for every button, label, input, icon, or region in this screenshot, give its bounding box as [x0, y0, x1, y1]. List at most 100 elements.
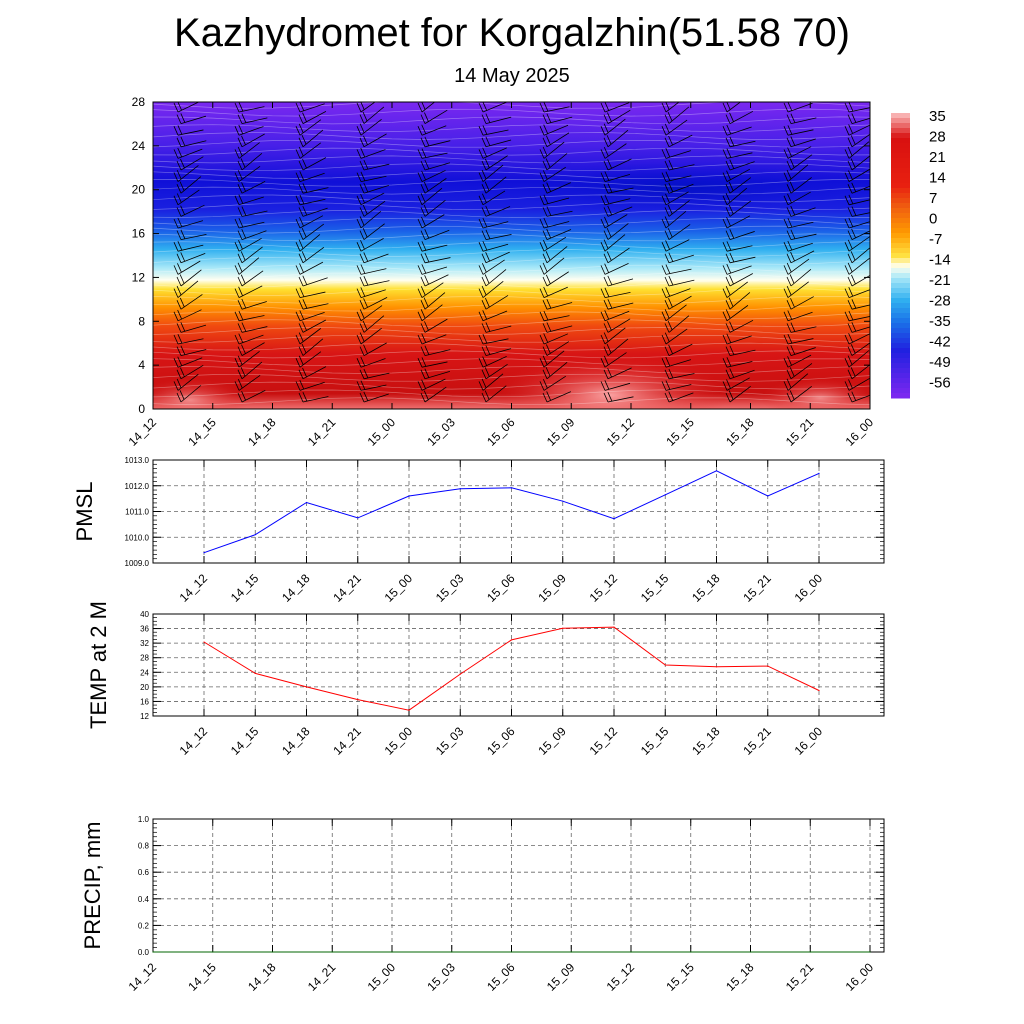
wind-barb: [847, 113, 870, 124]
wind-barb: [359, 133, 387, 148]
temp-x-tick-label: 14_15: [228, 724, 262, 758]
wind-barb: [356, 147, 386, 159]
wind-barb: [356, 238, 384, 252]
pmsl-data-point: [408, 495, 410, 497]
pmsl-data-point: [254, 534, 256, 536]
wind-barb: [600, 352, 627, 368]
wind-barb: [847, 322, 870, 333]
precip-y-tick-label: 0.0: [138, 948, 150, 957]
wind-barb: [664, 252, 694, 264]
wind-barb: [661, 264, 692, 275]
wind-barb: [664, 275, 695, 287]
wind-barb: [661, 191, 689, 206]
wind-barb: [234, 310, 265, 322]
temp-y-tick-label: 20: [140, 683, 149, 692]
wind-barb: [295, 171, 325, 182]
wind-barb: [661, 210, 687, 229]
wind-barb: [603, 129, 629, 148]
wind-barb: [600, 380, 631, 391]
contour-line: [153, 116, 870, 125]
precip-x-tick-label: 15_18: [723, 960, 757, 994]
temp-data-point: [767, 665, 769, 667]
temp-y-tick-label: 28: [140, 654, 149, 663]
pmsl-x-tick-label: 15_12: [587, 571, 621, 605]
wind-barb: [295, 351, 322, 368]
wind-barb: [173, 373, 199, 391]
wind-barb: [173, 356, 203, 368]
precip-data-point: [510, 951, 513, 953]
section-y-tick-label: 20: [132, 183, 146, 197]
wind-barb: [786, 229, 817, 240]
wind-barb: [847, 155, 870, 171]
wind-barb: [786, 345, 816, 356]
wind-barb: [661, 304, 687, 322]
wind-barb: [539, 102, 570, 113]
wind-barb: [295, 379, 325, 391]
wind-barb: [722, 124, 752, 136]
wind-barb: [783, 191, 811, 206]
wind-barb: [356, 192, 385, 206]
wind-barb: [237, 229, 267, 240]
wind-barb: [600, 118, 626, 136]
warm-core-left: [153, 378, 250, 409]
colorbar-swatch: [891, 333, 910, 339]
contour-line: [153, 132, 870, 140]
temp-data-point: [715, 666, 718, 668]
wind-barb: [786, 205, 816, 217]
wind-barb: [542, 132, 570, 148]
pmsl-panel: 1009.0 1010.0 1011.0 1012.0 1013.0 14_12 14_15…: [72, 456, 885, 605]
wind-barb: [783, 146, 812, 159]
colorbar-swatch: [891, 388, 910, 394]
wind-barb: [173, 102, 200, 113]
colorbar-label: -7: [929, 231, 942, 248]
wind-barb: [783, 102, 813, 113]
section-x-tick-label: 14_18: [245, 415, 279, 449]
wind-barb: [173, 260, 201, 275]
wind-barb: [234, 237, 262, 252]
precip-y-axis-title: PRECIP, mm: [80, 822, 105, 950]
wind-barb: [237, 246, 263, 264]
precip-data-point: [749, 951, 752, 953]
wind-barb: [295, 287, 326, 298]
precip-data-point: [690, 951, 692, 953]
wind-barb: [722, 357, 753, 368]
pmsl-x-tick-label: 14_15: [228, 571, 262, 605]
wind-barb: [176, 322, 207, 333]
wind-barb: [481, 113, 512, 124]
wind-barb: [359, 182, 389, 194]
colorbar-label: -56: [929, 375, 951, 392]
wind-barb: [295, 328, 322, 345]
contour-line: [153, 342, 870, 351]
temp-y-tick-label: 32: [140, 639, 149, 648]
colorbar-swatch: [891, 143, 910, 149]
wind-barb: [417, 378, 446, 391]
section-x-tick-label: 15_12: [604, 415, 638, 449]
pmsl-x-tick-label: 15_09: [535, 571, 569, 605]
wind-barb: [481, 269, 507, 287]
wind-barb: [420, 345, 451, 356]
contour-line: [153, 241, 870, 250]
colorbar-label: -42: [929, 334, 951, 351]
contour-line: [153, 319, 870, 328]
pmsl-x-tick-label: 14_21: [330, 571, 364, 605]
wind-barb: [844, 258, 870, 275]
wind-barb: [722, 215, 751, 229]
colorbar-label: -35: [929, 313, 951, 330]
wind-barb: [722, 281, 748, 298]
pmsl-x-tick-label: 16_00: [792, 571, 826, 605]
colorbar-swatch: [891, 368, 910, 374]
contour-line: [153, 256, 870, 265]
wind-barb: [783, 217, 814, 229]
wind-barb: [478, 164, 504, 182]
temp-data-point: [510, 639, 513, 641]
colorbar-swatch: [891, 243, 910, 249]
wind-barb: [481, 322, 512, 333]
wind-barb: [234, 374, 261, 391]
wind-barb: [600, 310, 630, 322]
section-y-tick-label: 16: [132, 227, 146, 241]
wind-barb: [725, 159, 755, 171]
colorbar-label: 28: [929, 129, 946, 146]
colorbar-swatch: [891, 358, 910, 364]
wind-barb: [722, 241, 753, 252]
colorbar-swatch: [891, 118, 910, 124]
